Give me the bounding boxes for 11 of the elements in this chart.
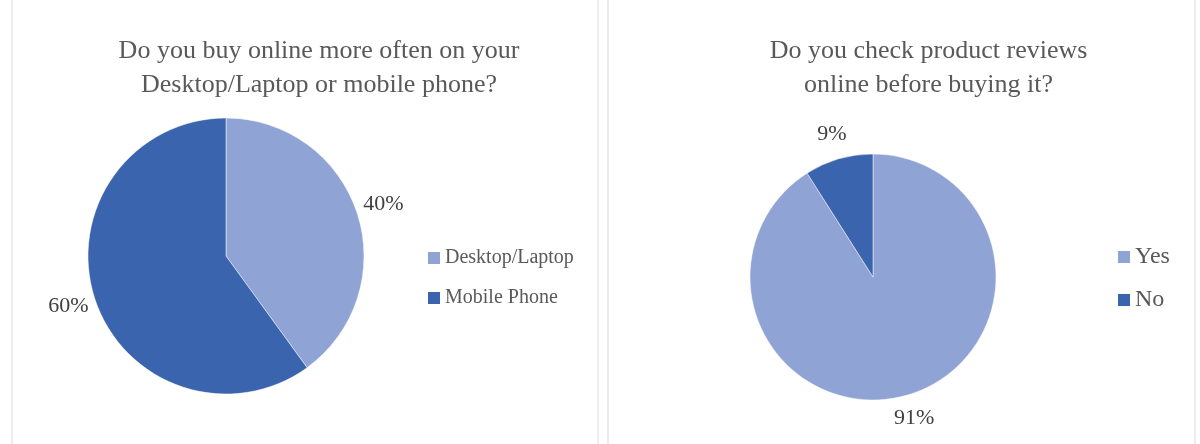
chart-title: Do you check product reviews online before buying it?	[769, 35, 1088, 98]
legend-label: Yes	[1135, 241, 1170, 268]
data-label: 40%	[363, 189, 404, 215]
pie-slice	[749, 153, 997, 401]
chart-title: Do you buy online more often on your Desktop/Laptop or mobile phone?	[118, 35, 520, 98]
legend-label: Mobile Phone	[445, 284, 558, 307]
data-label: 91%	[894, 403, 935, 429]
data-label: 9%	[817, 120, 847, 146]
legend-label: Desktop/Laptop	[445, 244, 574, 268]
legend-label: No	[1135, 284, 1165, 311]
data-label: 60%	[48, 292, 89, 318]
